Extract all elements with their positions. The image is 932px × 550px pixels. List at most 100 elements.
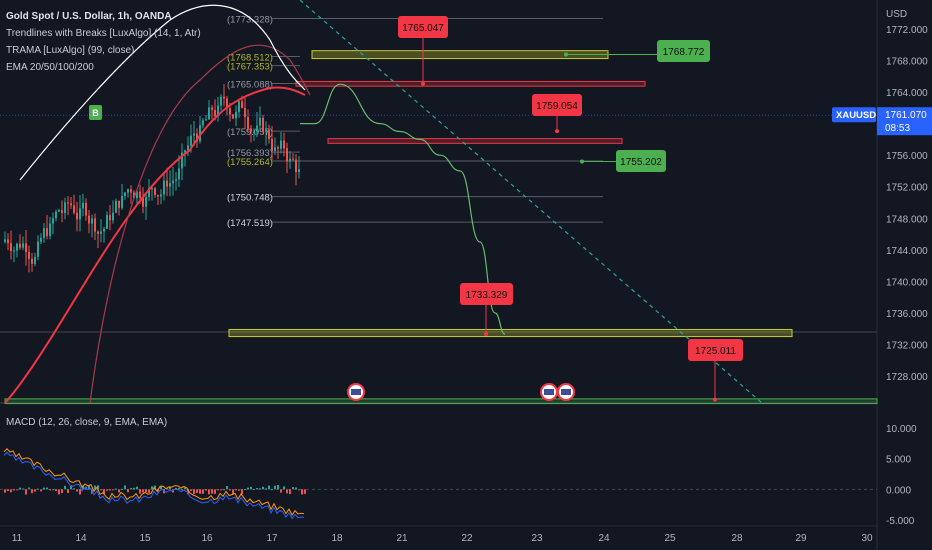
macd-histogram-bar	[298, 489, 300, 491]
candle-body	[127, 189, 129, 193]
macd-histogram-bar	[286, 489, 288, 494]
target-label-text: 1733.329	[466, 290, 508, 301]
candle-body	[40, 237, 42, 242]
macd-tick: 5.000	[886, 455, 911, 466]
time-axis[interactable]: 11 14 15 16 17 18 21 22 23 24 25 28 29 30	[12, 533, 873, 544]
macd-histogram-bar	[301, 489, 303, 495]
candle-body	[82, 202, 84, 209]
macd-histogram-bar	[193, 489, 195, 494]
macd-histogram-bar	[16, 489, 18, 491]
candle-body	[268, 129, 270, 139]
candle-body	[64, 202, 66, 214]
time-tick: 29	[795, 533, 807, 544]
macd-histogram-bar	[253, 488, 255, 490]
candle-body	[94, 218, 96, 232]
ema-50-line	[19, 4, 306, 181]
macd-histogram-bar	[184, 487, 186, 490]
time-tick: 15	[139, 533, 151, 544]
price-axis[interactable]: 1772.0001768.0001764.0001760.0001756.000…	[832, 9, 932, 527]
target-label-box	[688, 339, 743, 361]
candle-body	[19, 243, 21, 248]
candle-body	[10, 243, 12, 251]
candle-body	[25, 243, 27, 252]
macd-histogram-bar	[22, 488, 24, 490]
target-dot	[421, 81, 425, 86]
target-label-text: 1768.772	[663, 47, 705, 58]
macd-histogram-bar	[190, 489, 192, 492]
ticker-countdown: 08:53	[885, 123, 910, 134]
macd-histogram-bar	[142, 489, 144, 493]
price-tick: 1772.000	[886, 25, 928, 36]
candle-body	[283, 140, 285, 149]
us-flag-stripes-icon	[544, 389, 554, 395]
macd-histogram-bar	[103, 489, 105, 495]
macd-histogram-bar	[208, 489, 210, 495]
macd-histogram-bar	[259, 488, 261, 490]
macd-histogram-bar	[58, 489, 60, 495]
level-label: (1750.748)	[227, 193, 273, 204]
candle-body	[4, 239, 6, 242]
macd-tick: 0.000	[886, 485, 911, 496]
candle-body	[46, 228, 48, 237]
macd-legend[interactable]: MACD (12, 26, close, 9, EMA, EMA)	[6, 417, 168, 428]
target-label-text: 1725.011	[695, 346, 736, 357]
zone-yellow	[311, 50, 609, 60]
macd-histogram-bar	[106, 489, 108, 491]
macd-tick: 10.000	[886, 424, 917, 435]
ema-lines	[4, 4, 311, 404]
currency-label: USD	[886, 9, 907, 20]
macd-histogram-bar	[73, 488, 75, 490]
macd-histogram-bar	[283, 486, 285, 490]
candle-body	[103, 228, 105, 232]
candle-body	[79, 208, 81, 220]
macd-histogram-bar	[4, 489, 6, 493]
candle-body	[37, 241, 39, 257]
candle-body	[49, 223, 51, 237]
macd-histogram-bar	[133, 487, 135, 490]
target-label-box	[532, 94, 582, 116]
candle-body	[160, 194, 162, 197]
candle-body	[178, 168, 180, 180]
candle-body	[106, 215, 108, 229]
macd-histogram-bar	[169, 487, 171, 490]
macd-histogram-bar	[25, 489, 27, 495]
candle-body	[34, 256, 36, 264]
candle-body	[289, 158, 291, 162]
ticker-price: 1761.070	[885, 110, 927, 121]
price-tick: 1736.000	[886, 309, 928, 320]
macd-histogram-bar	[136, 486, 138, 490]
zone-green	[4, 398, 878, 405]
macd-histogram-bar	[145, 489, 147, 493]
candle-body	[286, 148, 288, 162]
target-label-box	[657, 40, 710, 62]
level-label: (1768.512)	[227, 53, 273, 64]
candle-body	[43, 228, 45, 238]
us-flag-stripes-icon	[561, 389, 571, 395]
candle-body	[202, 120, 204, 126]
macd-histogram-bar	[274, 485, 276, 490]
macd-histogram-bar	[277, 485, 279, 490]
macd-histogram-bar	[139, 489, 141, 494]
macd-histogram-bar	[28, 487, 30, 490]
macd-histogram-bar	[223, 489, 225, 491]
candle-body	[274, 147, 276, 152]
time-tick: 16	[201, 533, 213, 544]
level-label: (1773.328)	[227, 15, 273, 26]
candle-body	[235, 111, 237, 119]
candle-body	[148, 188, 150, 198]
zone-red	[295, 80, 646, 87]
candle-body	[31, 258, 33, 264]
time-tick: 23	[531, 533, 543, 544]
macd-histogram-bar	[295, 487, 297, 490]
macd-histogram-bar	[205, 489, 207, 491]
macd-histogram-bar	[172, 489, 174, 493]
ticker-symbol: XAUUSD	[836, 110, 876, 121]
candle-body	[166, 180, 168, 187]
macd-histogram-bar	[232, 489, 234, 494]
candle-body	[217, 105, 219, 117]
level-label: (1747.519)	[227, 218, 273, 229]
candle-body	[253, 131, 255, 133]
buy-marker-label: B	[92, 108, 99, 118]
macd-histogram-bar	[49, 489, 51, 491]
candle-body	[262, 117, 264, 132]
